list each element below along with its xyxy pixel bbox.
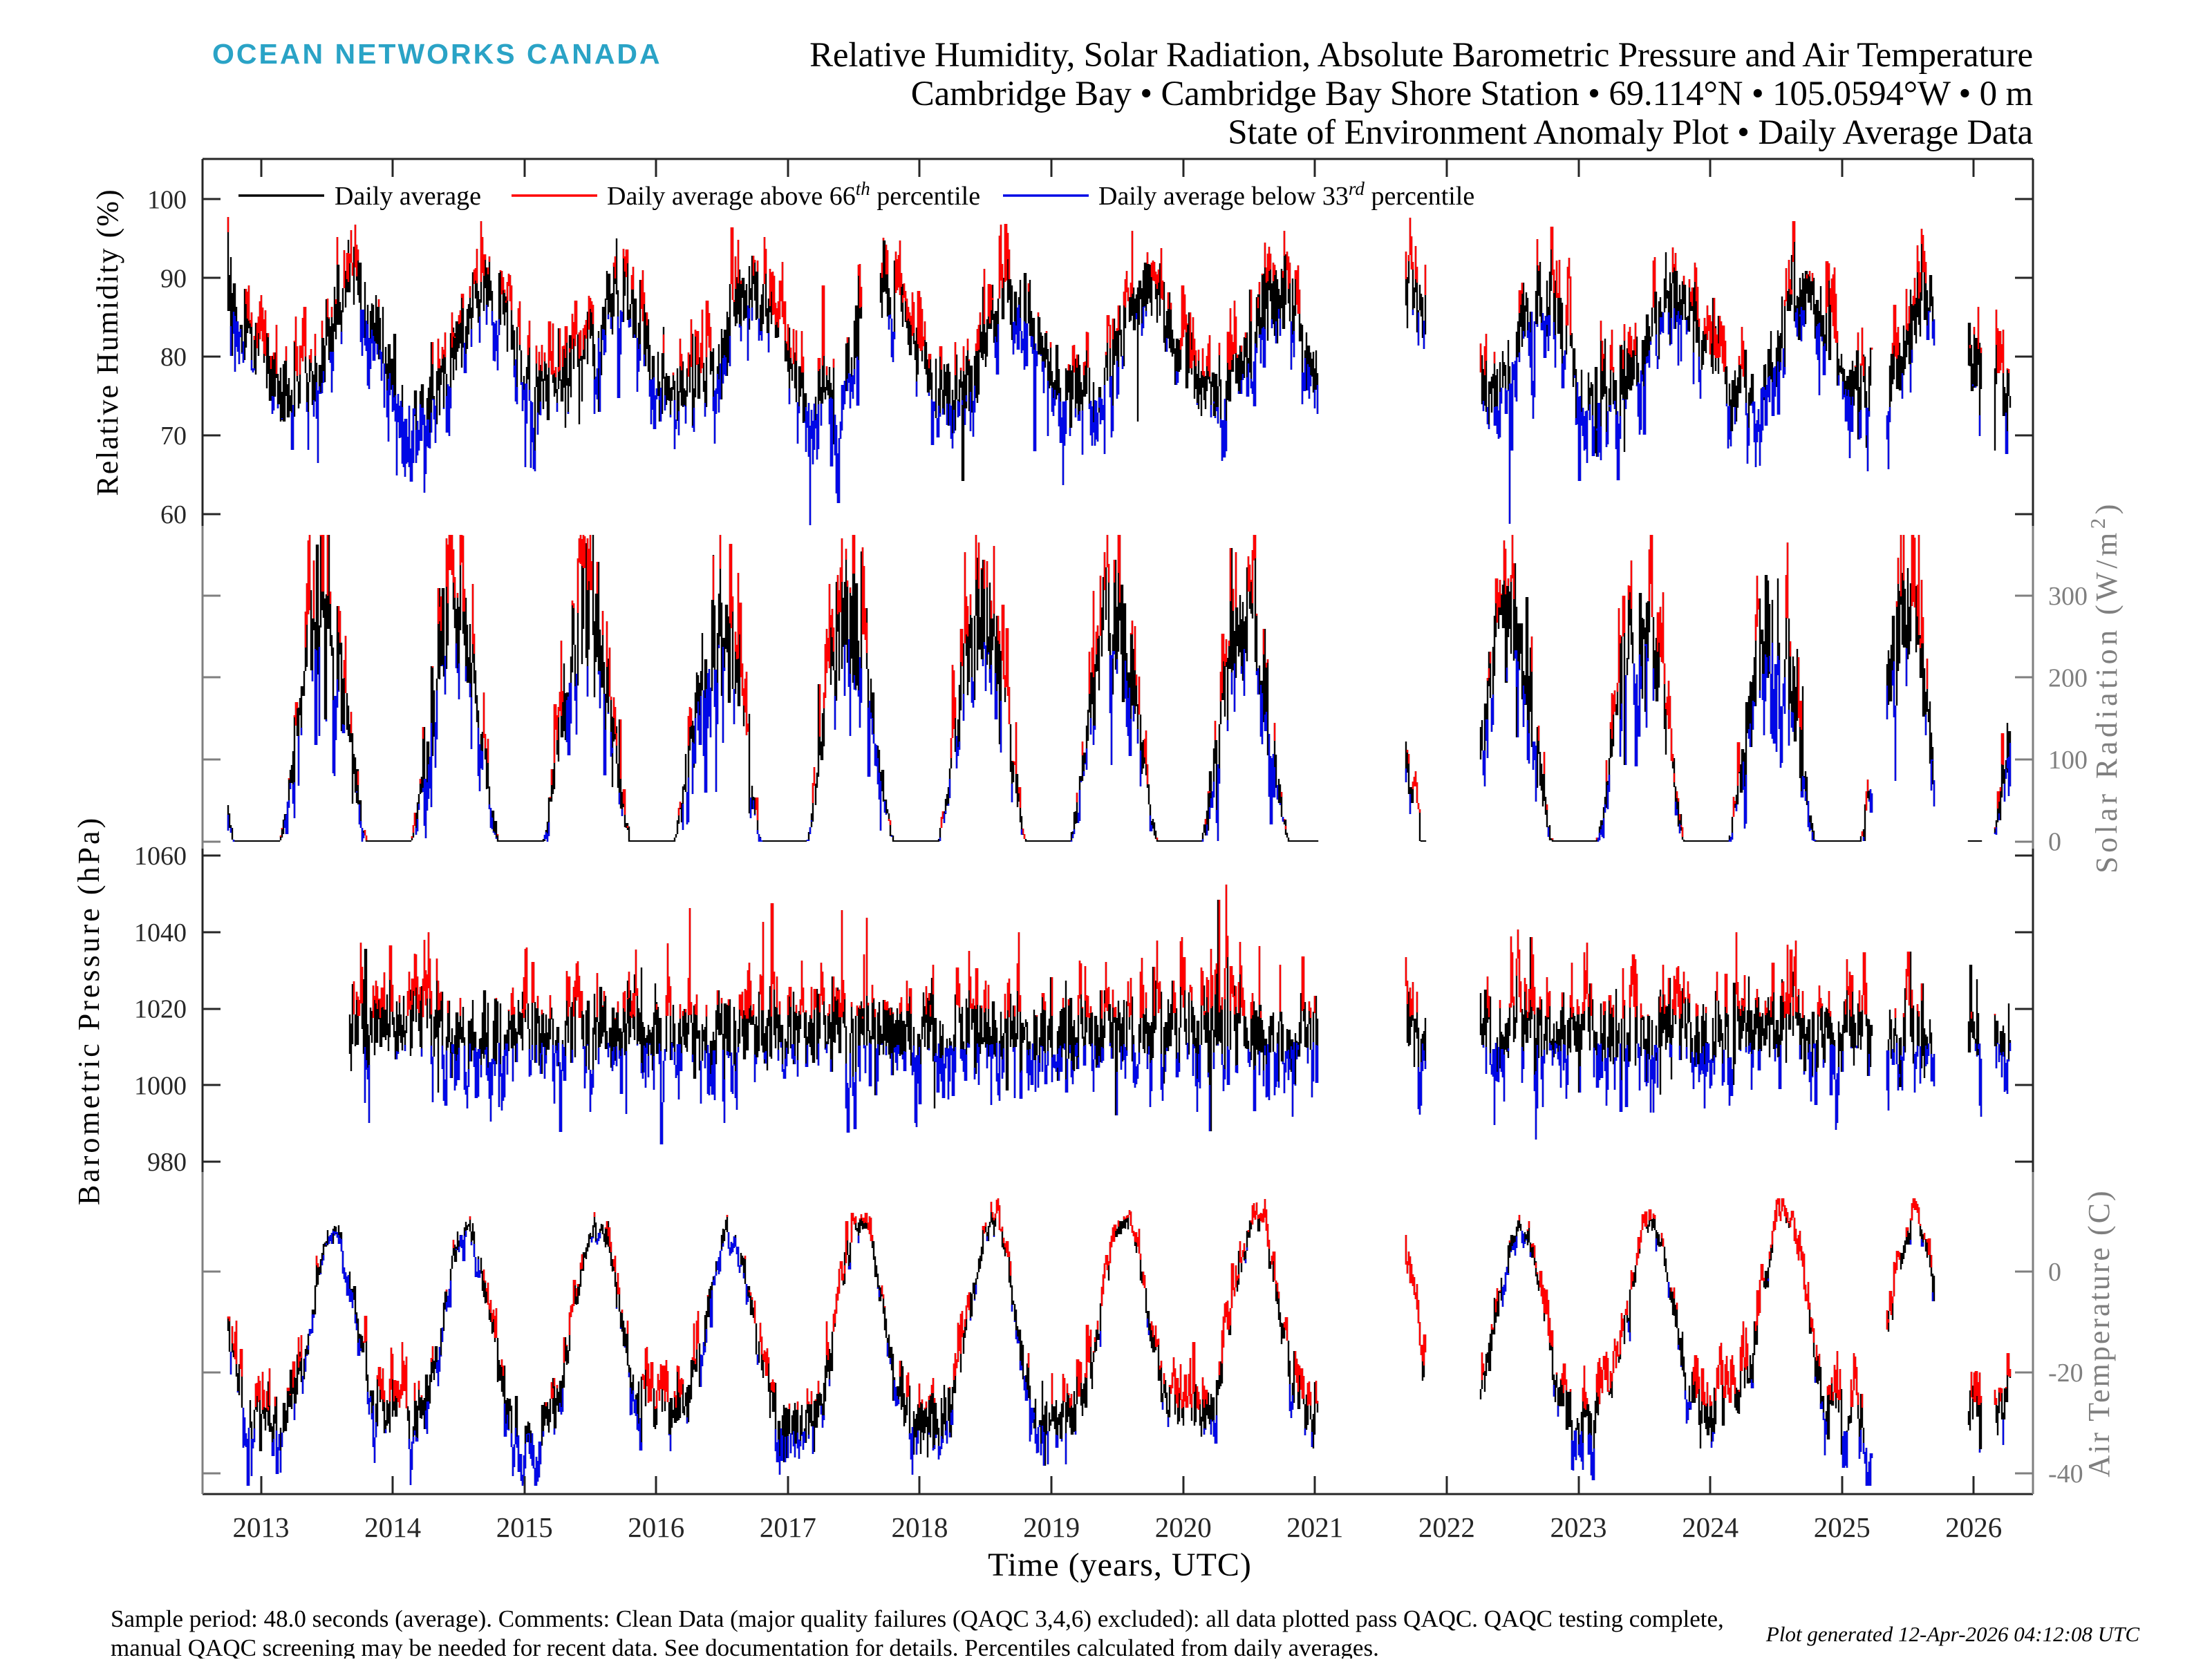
svg-text:Cambridge Bay • Cambridge Bay: Cambridge Bay • Cambridge Bay Shore Stat… (911, 75, 2033, 113)
svg-text:2025: 2025 (1814, 1511, 1871, 1543)
svg-text:100: 100 (2048, 746, 2088, 775)
svg-text:2015: 2015 (496, 1511, 553, 1543)
svg-text:-20: -20 (2048, 1359, 2083, 1388)
svg-text:2019: 2019 (1023, 1511, 1080, 1543)
svg-text:Air Temperature (C): Air Temperature (C) (2082, 1189, 2116, 1477)
svg-text:1060: 1060 (134, 842, 187, 871)
svg-text:Daily average: Daily average (335, 182, 481, 211)
svg-text:Sample period: 48.0 seconds (a: Sample period: 48.0 seconds (average). C… (111, 1605, 1724, 1632)
svg-text:300: 300 (2048, 582, 2088, 611)
svg-text:0: 0 (2048, 828, 2061, 857)
svg-text:2013: 2013 (233, 1511, 290, 1543)
svg-text:1020: 1020 (134, 995, 187, 1024)
svg-text:Plot generated 12-Apr-2026 04:: Plot generated 12-Apr-2026 04:12:08 UTC (1765, 1622, 2139, 1646)
svg-text:1040: 1040 (134, 918, 187, 947)
svg-text:2020: 2020 (1155, 1511, 1212, 1543)
svg-text:2017: 2017 (760, 1511, 816, 1543)
svg-text:60: 60 (160, 500, 187, 529)
svg-text:90: 90 (160, 264, 187, 293)
svg-text:980: 980 (147, 1148, 187, 1177)
svg-text:2018: 2018 (892, 1511, 948, 1543)
svg-text:-40: -40 (2048, 1460, 2083, 1489)
svg-text:2024: 2024 (1682, 1511, 1738, 1543)
svg-text:manual QAQC screening may be n: manual QAQC screening may be needed for … (111, 1634, 1379, 1659)
svg-text:2014: 2014 (364, 1511, 421, 1543)
svg-text:Daily average above 66th perce: Daily average above 66th percentile (607, 178, 980, 211)
svg-text:OCEAN NETWORKS CANADA: OCEAN NETWORKS CANADA (212, 38, 662, 70)
svg-text:2023: 2023 (1550, 1511, 1607, 1543)
svg-text:Relative Humidity, Solar Radia: Relative Humidity, Solar Radiation, Abso… (809, 36, 2033, 75)
svg-text:Solar Radiation (W/m2): Solar Radiation (W/m2) (2086, 500, 2124, 874)
svg-text:2021: 2021 (1286, 1511, 1343, 1543)
svg-text:80: 80 (160, 343, 187, 372)
svg-text:2016: 2016 (628, 1511, 684, 1543)
svg-text:2022: 2022 (1418, 1511, 1475, 1543)
svg-text:State of Environment Anomaly P: State of Environment Anomaly Plot • Dail… (1228, 113, 2033, 152)
svg-text:1000: 1000 (134, 1071, 187, 1100)
svg-text:Barometric Pressure (hPa): Barometric Pressure (hPa) (72, 815, 106, 1205)
svg-text:Daily average below 33rd perce: Daily average below 33rd percentile (1098, 178, 1474, 211)
svg-text:0: 0 (2048, 1258, 2061, 1287)
svg-text:Relative Humidity (%): Relative Humidity (%) (91, 188, 124, 495)
svg-text:200: 200 (2048, 664, 2088, 693)
svg-text:100: 100 (147, 186, 187, 215)
svg-text:70: 70 (160, 422, 187, 451)
svg-text:2026: 2026 (1945, 1511, 2002, 1543)
svg-text:Time (years, UTC): Time (years, UTC) (988, 1547, 1252, 1583)
